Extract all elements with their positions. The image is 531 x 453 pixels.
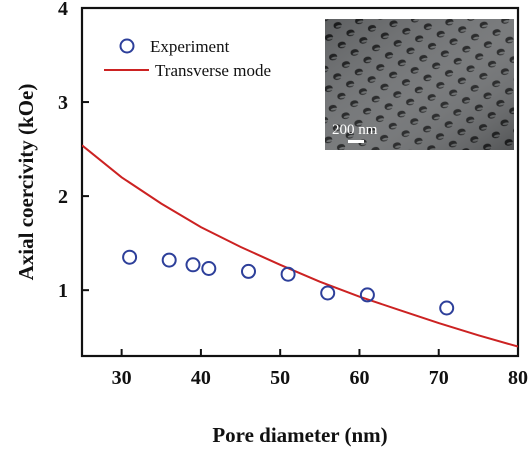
x-tick-label: 70 xyxy=(429,367,449,389)
x-axis-ticks: 30 40 50 60 70 80 xyxy=(112,349,528,389)
y-tick-label: 2 xyxy=(58,186,68,208)
x-tick-label: 40 xyxy=(191,367,211,389)
y-tick-label: 1 xyxy=(58,280,68,302)
experiment-point xyxy=(201,261,217,276)
plot-frame xyxy=(80,6,520,358)
y-tick-label: 3 xyxy=(58,92,68,114)
legend-label-transverse-mode: Transverse mode xyxy=(155,61,271,80)
transverse-mode-line xyxy=(82,144,518,348)
y-tick-label: 4 xyxy=(58,0,68,20)
scale-bar-label: 200 nm xyxy=(332,122,378,138)
legend: Experiment Transverse mode xyxy=(104,37,271,80)
x-tick-label: 60 xyxy=(349,367,369,389)
experiment-point xyxy=(280,266,296,282)
experiment-point xyxy=(241,263,256,279)
y-axis-label: Axial coercivity (kOe) xyxy=(14,84,38,281)
experiment-point xyxy=(320,285,336,301)
experiment-point xyxy=(359,287,375,303)
x-tick-label: 80 xyxy=(508,367,528,389)
experiment-point xyxy=(161,252,177,268)
x-tick-label: 30 xyxy=(112,367,132,389)
experiment-points xyxy=(122,249,455,316)
x-tick-label: 50 xyxy=(270,367,290,389)
experiment-point xyxy=(185,257,201,273)
legend-marker-experiment xyxy=(119,38,135,54)
x-axis-label: Pore diameter (nm) xyxy=(212,423,387,447)
inset-sem-image: 200 nm xyxy=(325,19,514,150)
legend-label-experiment: Experiment xyxy=(150,37,230,56)
experiment-point xyxy=(122,249,138,265)
scale-bar xyxy=(348,140,364,143)
y-axis-ticks: 1 2 3 4 xyxy=(58,0,89,302)
experiment-point xyxy=(439,300,455,316)
